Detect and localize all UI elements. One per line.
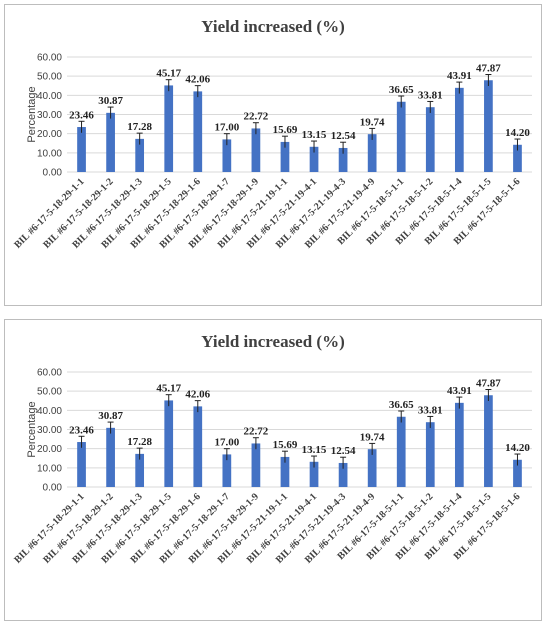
data-label: 45.17 — [156, 383, 181, 395]
y-tick-label: 50.00 — [37, 72, 62, 83]
y-tick-label: 10.00 — [37, 148, 62, 159]
bar — [280, 456, 290, 487]
data-label: 43.91 — [447, 385, 472, 397]
y-tick-label: 20.00 — [37, 444, 62, 455]
data-label: 22.72 — [244, 426, 269, 438]
data-label: 13.15 — [302, 129, 327, 141]
data-label: 12.54 — [331, 445, 356, 457]
bar — [338, 462, 348, 487]
bar — [396, 101, 406, 172]
data-label: 42.06 — [185, 389, 210, 401]
data-label: 17.28 — [127, 436, 152, 448]
data-label: 45.17 — [156, 68, 181, 80]
data-label: 30.87 — [98, 410, 123, 422]
bar — [193, 91, 203, 172]
data-label: 33.81 — [418, 404, 443, 416]
data-label: 15.69 — [273, 124, 298, 136]
bar — [367, 134, 377, 172]
data-label: 17.28 — [127, 121, 152, 133]
y-tick-label: 30.00 — [37, 425, 62, 436]
bar — [513, 459, 522, 487]
bar — [338, 147, 348, 172]
bar — [367, 449, 377, 487]
bar — [251, 128, 261, 172]
chart-title: Yield increased (%) — [201, 17, 345, 36]
bar-chart-bottom: Yield increased (%) Percentage 0.00 10.00 20… — [12, 332, 532, 566]
data-label: 33.81 — [418, 89, 443, 101]
bar — [77, 442, 86, 487]
bar — [106, 112, 115, 172]
y-axis-label: Percentage — [26, 86, 38, 142]
bar — [106, 427, 115, 487]
y-tick-label: 50.00 — [37, 387, 62, 398]
data-label: 22.72 — [244, 111, 269, 123]
y-tick-label: 0.00 — [43, 168, 63, 179]
data-label: 12.54 — [331, 130, 356, 142]
bar — [193, 406, 203, 487]
y-tick-label: 20.00 — [37, 129, 62, 140]
data-label: 30.87 — [98, 95, 123, 107]
data-label: 47.87 — [476, 62, 501, 74]
data-label: 36.65 — [389, 399, 414, 411]
bar — [454, 402, 464, 487]
chart-title: Yield increased (%) — [201, 332, 345, 351]
y-tick-label: 0.00 — [43, 483, 63, 494]
data-label: 15.69 — [273, 439, 298, 451]
chart-panel-bottom: Yield increased (%) Percentage 0.00 10.00 20… — [4, 319, 542, 621]
y-tick-label: 40.00 — [37, 406, 62, 417]
data-label: 23.46 — [69, 109, 94, 121]
data-label: 19.74 — [360, 116, 385, 128]
bar — [251, 443, 261, 487]
data-label: 47.87 — [476, 377, 501, 389]
data-label: 14.20 — [505, 127, 530, 139]
bar — [164, 85, 174, 172]
data-label: 42.06 — [185, 74, 210, 86]
data-label: 13.15 — [302, 444, 327, 456]
bar — [513, 144, 522, 172]
data-label: 14.20 — [505, 442, 530, 454]
y-axis-label: Percentage — [26, 401, 38, 457]
bar-chart-top: Yield increased (%) Percentage 0.00 10.00 20… — [12, 17, 532, 251]
bar — [454, 87, 464, 172]
bar — [135, 138, 145, 172]
bar — [135, 453, 145, 487]
data-label: 17.00 — [214, 437, 239, 449]
data-label: 19.74 — [360, 431, 385, 443]
y-tick-label: 60.00 — [37, 53, 62, 64]
y-tick-label: 30.00 — [37, 110, 62, 121]
data-label: 23.46 — [69, 424, 94, 436]
y-tick-label: 40.00 — [37, 91, 62, 102]
bar — [164, 400, 174, 487]
y-tick-label: 10.00 — [37, 463, 62, 474]
bar — [222, 139, 232, 172]
bar — [309, 461, 319, 487]
data-label: 17.00 — [214, 122, 239, 134]
y-tick-label: 60.00 — [37, 368, 62, 379]
data-label: 43.91 — [447, 70, 472, 82]
bar — [396, 416, 406, 487]
bar — [309, 146, 319, 172]
bar — [484, 395, 493, 487]
bar — [222, 454, 232, 487]
bar — [484, 80, 493, 172]
bar — [425, 422, 435, 487]
bar — [280, 141, 290, 172]
data-label: 36.65 — [389, 84, 414, 96]
bar — [77, 127, 86, 172]
bar — [425, 107, 435, 172]
chart-panel-top: Yield increased (%) Percentage 0.00 10.00 20… — [4, 4, 542, 306]
